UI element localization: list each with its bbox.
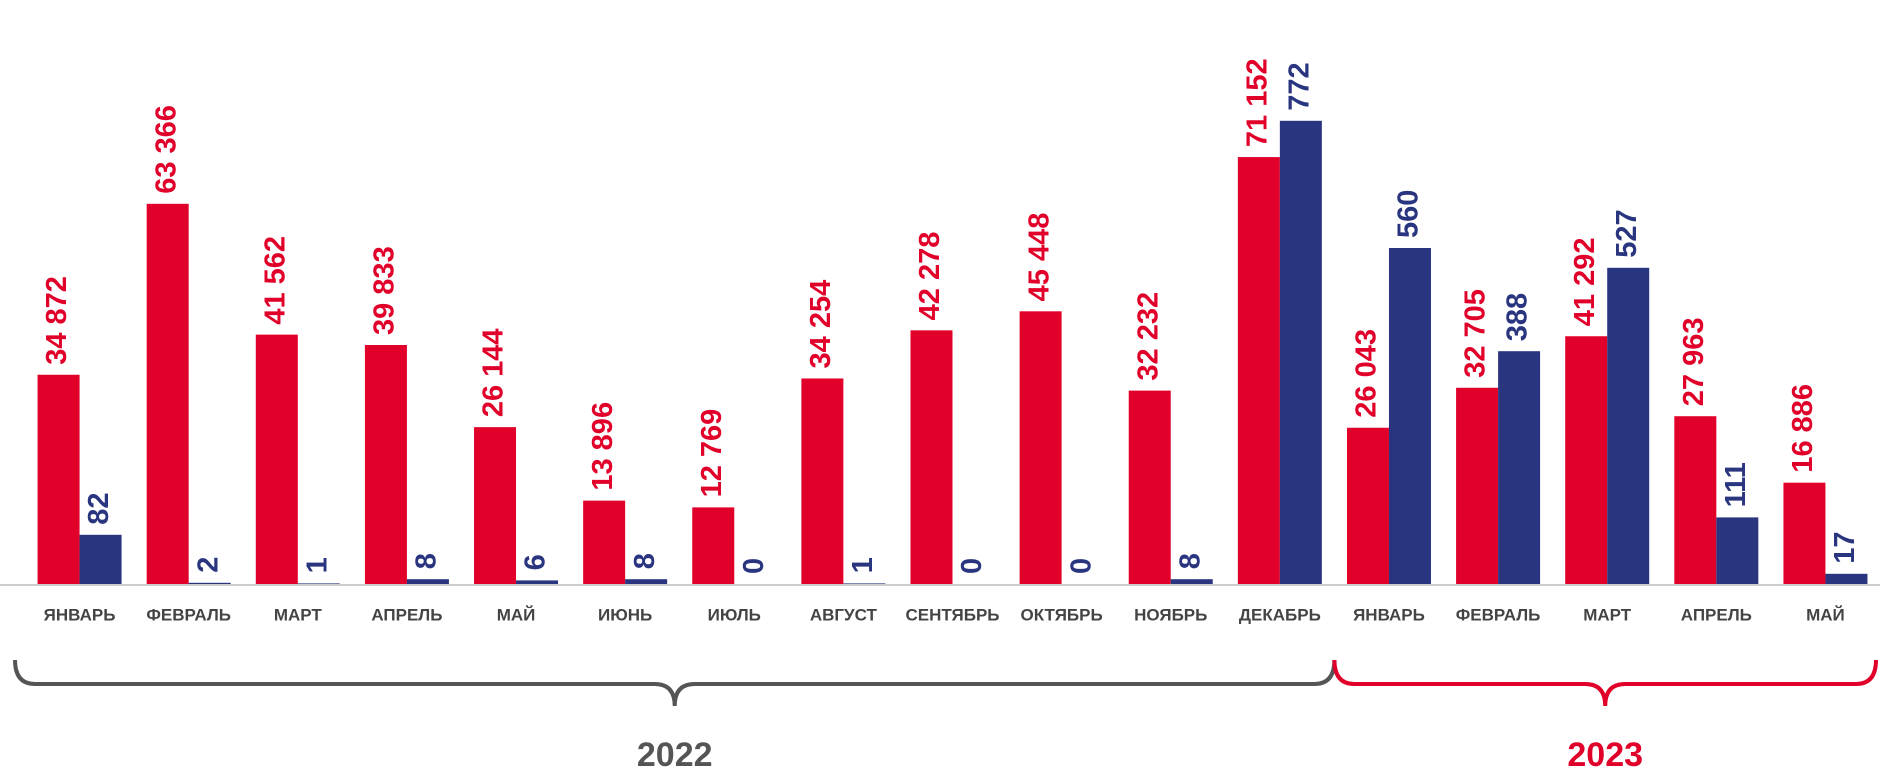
bar bbox=[516, 580, 559, 584]
data-label: 34 872 bbox=[41, 276, 73, 365]
data-label: 0 bbox=[956, 558, 988, 574]
x-tick-label: МАЙ bbox=[497, 605, 536, 624]
data-label: 12 769 bbox=[696, 409, 728, 498]
data-label: 39 833 bbox=[369, 246, 401, 335]
x-tick-label: МАРТ bbox=[1583, 605, 1632, 624]
data-label: 772 bbox=[1284, 62, 1316, 110]
bar bbox=[1674, 416, 1717, 584]
x-tick-label: АПРЕЛЬ bbox=[1681, 605, 1752, 624]
bar bbox=[1279, 120, 1322, 585]
data-label: 82 bbox=[83, 493, 115, 525]
bar bbox=[801, 378, 844, 584]
x-tick-label: ИЮЛЬ bbox=[708, 605, 761, 624]
bar bbox=[910, 330, 953, 584]
data-label: 560 bbox=[1393, 190, 1425, 238]
data-label: 2 bbox=[192, 557, 224, 573]
x-tick-label: НОЯБРЬ bbox=[1134, 605, 1207, 624]
data-label: 42 278 bbox=[914, 232, 946, 321]
x-tick-label: ЯНВАРЬ bbox=[1353, 605, 1425, 624]
bar bbox=[79, 534, 122, 584]
data-label: 27 963 bbox=[1678, 318, 1710, 407]
data-label: 16 886 bbox=[1787, 384, 1819, 473]
year-label: 2023 bbox=[1567, 736, 1643, 774]
bar bbox=[146, 203, 189, 584]
x-tick-label: МАРТ bbox=[274, 605, 323, 624]
bar bbox=[1783, 482, 1826, 584]
bar bbox=[1128, 390, 1171, 584]
bar bbox=[255, 334, 298, 584]
year-brace bbox=[13, 659, 1337, 707]
bar bbox=[1388, 248, 1431, 584]
bar bbox=[583, 500, 626, 584]
x-tick-label: СЕНТЯБРЬ bbox=[905, 605, 999, 624]
data-label: 388 bbox=[1502, 293, 1534, 341]
bar bbox=[692, 507, 735, 584]
data-label: 32 705 bbox=[1460, 289, 1492, 378]
x-tick-label: ДЕКАБРЬ bbox=[1239, 605, 1321, 624]
x-tick-label: АПРЕЛЬ bbox=[371, 605, 442, 624]
bar bbox=[1565, 336, 1608, 584]
year-brace bbox=[1332, 659, 1878, 707]
bar bbox=[474, 427, 517, 584]
bar bbox=[1825, 573, 1868, 584]
data-label: 0 bbox=[738, 558, 770, 574]
x-tick-label: ЯНВАРЬ bbox=[44, 605, 116, 624]
data-label: 1 bbox=[847, 557, 879, 573]
x-tick-label: ФЕВРАЛЬ bbox=[1456, 605, 1541, 624]
bar bbox=[1019, 311, 1062, 584]
data-label: 63 366 bbox=[150, 105, 182, 194]
data-label: 8 bbox=[411, 553, 443, 569]
data-label: 13 896 bbox=[587, 402, 619, 491]
bar bbox=[1607, 267, 1650, 584]
bar bbox=[188, 582, 231, 584]
data-label: 6 bbox=[520, 554, 552, 570]
bar bbox=[1237, 157, 1280, 584]
x-tick-label: МАЙ bbox=[1806, 605, 1845, 624]
bar bbox=[1456, 387, 1499, 584]
data-label: 45 448 bbox=[1023, 213, 1055, 302]
bar bbox=[625, 579, 668, 584]
bar bbox=[406, 579, 449, 584]
bar bbox=[37, 374, 80, 584]
data-label: 8 bbox=[1174, 553, 1206, 569]
x-tick-label: АВГУСТ bbox=[810, 605, 878, 624]
data-label: 111 bbox=[1720, 462, 1752, 507]
bar bbox=[1498, 351, 1541, 584]
x-tick-label: ФЕВРАЛЬ bbox=[146, 605, 231, 624]
data-label: 41 292 bbox=[1569, 238, 1601, 327]
year-label: 2022 bbox=[637, 736, 713, 774]
data-label: 0 bbox=[1065, 558, 1097, 574]
data-label: 32 232 bbox=[1132, 292, 1164, 381]
data-label: 26 144 bbox=[478, 328, 510, 417]
bar bbox=[1170, 579, 1213, 584]
data-label: 1 bbox=[301, 557, 333, 573]
x-tick-label: ИЮНЬ bbox=[598, 605, 652, 624]
bar bbox=[1346, 427, 1389, 584]
data-label: 71 152 bbox=[1242, 58, 1274, 147]
bar bbox=[364, 345, 407, 584]
data-label: 8 bbox=[629, 553, 661, 569]
data-label: 527 bbox=[1611, 209, 1643, 257]
bar bbox=[297, 583, 340, 584]
data-label: 26 043 bbox=[1351, 329, 1383, 418]
bar bbox=[1716, 517, 1759, 584]
bar bbox=[843, 583, 886, 584]
data-label: 41 562 bbox=[259, 236, 291, 325]
data-label: 34 254 bbox=[805, 280, 837, 369]
x-tick-label: ОКТЯБРЬ bbox=[1021, 605, 1103, 624]
data-label: 17 bbox=[1829, 532, 1861, 564]
